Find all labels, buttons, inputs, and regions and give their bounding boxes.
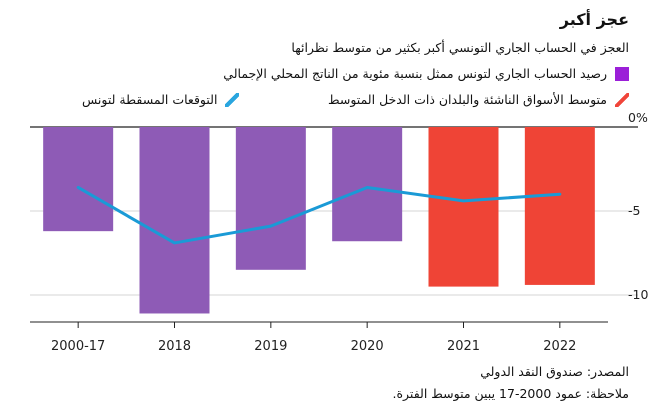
chart-title: عجز أكبر bbox=[559, 10, 629, 29]
bar bbox=[524, 127, 595, 285]
y-tick-label: -10 bbox=[628, 287, 648, 302]
x-tick-label: 2019 bbox=[254, 339, 287, 354]
bar bbox=[43, 127, 114, 232]
projection-line bbox=[76, 185, 562, 245]
legend-item-projection: التوقعات المسقطة لتونس bbox=[82, 92, 240, 107]
x-tick-label: 2022 bbox=[543, 339, 576, 354]
footnote: ملاحظة: عمود 2000-17 يبين متوسط الفترة. bbox=[392, 386, 629, 401]
y-tick-label: -5 bbox=[628, 203, 640, 218]
x-tick-label: 2000-17 bbox=[51, 339, 105, 354]
chart-subtitle: العجز في الحساب الجاري التونسي أكبر بكثي… bbox=[291, 40, 629, 55]
legend-label: متوسط الأسواق الناشئة والبلدان ذات الدخل… bbox=[328, 92, 607, 107]
bar bbox=[235, 127, 306, 270]
legend-item-tunisia: رصيد الحساب الجاري لتونس ممثل بنسبة مئوي… bbox=[223, 66, 629, 81]
y-tick-label: 0% bbox=[628, 110, 648, 125]
legend-label: رصيد الحساب الجاري لتونس ممثل بنسبة مئوي… bbox=[223, 66, 607, 81]
x-tick-label: 2021 bbox=[447, 339, 480, 354]
line-swatch-icon bbox=[225, 92, 240, 107]
legend-label: التوقعات المسقطة لتونس bbox=[82, 92, 218, 107]
square-swatch-icon bbox=[615, 66, 629, 81]
x-tick-label: 2020 bbox=[351, 339, 384, 354]
diagonal-stripe-swatch-icon bbox=[615, 92, 629, 107]
bar bbox=[139, 127, 210, 314]
bar bbox=[428, 127, 499, 287]
legend-item-em-average: متوسط الأسواق الناشئة والبلدان ذات الدخل… bbox=[328, 92, 629, 107]
bar bbox=[332, 127, 403, 242]
source-note: المصدر: صندوق النقد الدولي bbox=[480, 364, 629, 379]
x-tick-label: 2018 bbox=[158, 339, 191, 354]
